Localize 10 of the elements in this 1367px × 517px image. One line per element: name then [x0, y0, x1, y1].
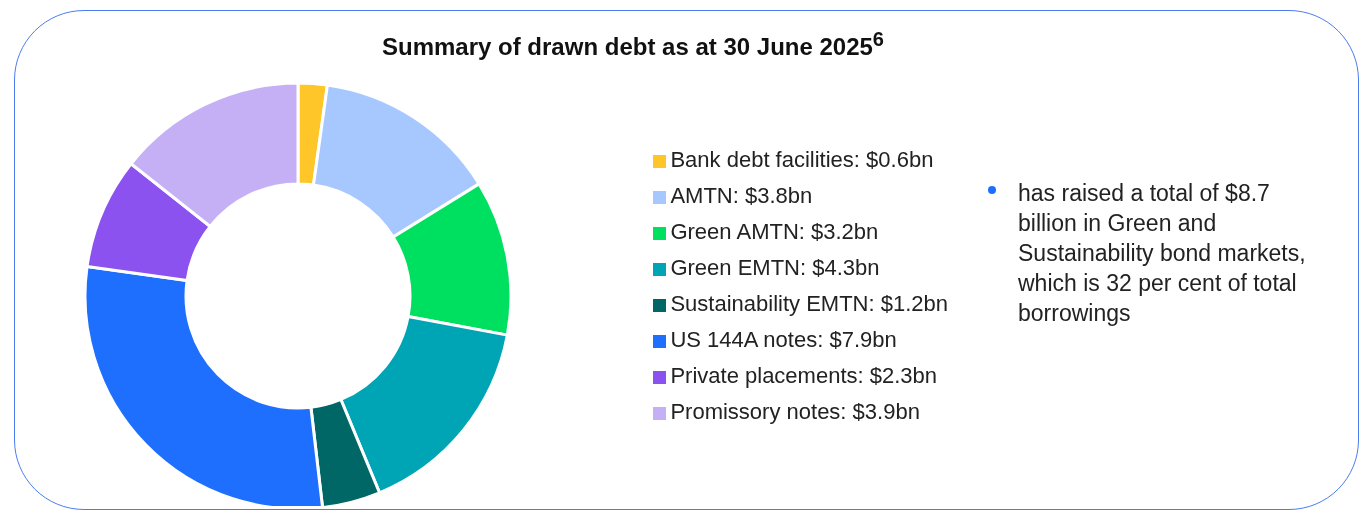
legend-label: Bank debt facilities: $0.6bn [670, 147, 934, 172]
legend-label: US 144A notes: $7.9bn [670, 327, 897, 352]
legend-label: Sustainability EMTN: $1.2bn [670, 291, 948, 316]
legend-label: Green AMTN: $3.2bn [670, 219, 879, 244]
legend-label: Private placements: $2.3bn [670, 363, 938, 388]
text: has raised a total of $8.7 billion in Green and Sustainability bond markets, which is 32 per cent of total borrowings [1018, 180, 1306, 326]
legend-label: Promissory notes: $3.9bn [670, 399, 920, 424]
legend-label: AMTN: $3.8bn [670, 183, 813, 208]
chart-title: Summary of drawn debt as at 30 June 2025$^{6}$ [381, 28, 885, 61]
legend-label: Green EMTN: $4.3bn [670, 255, 880, 280]
